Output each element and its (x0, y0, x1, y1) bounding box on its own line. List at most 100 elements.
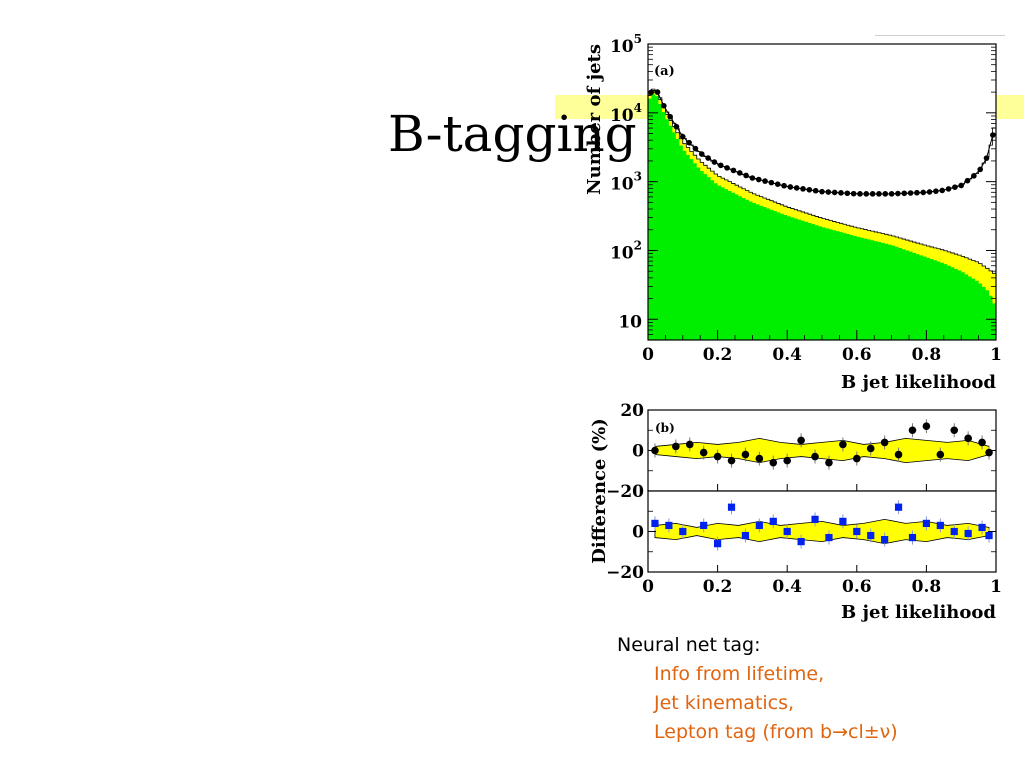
data-point (705, 155, 711, 161)
data-point (838, 190, 844, 196)
difference-point (964, 529, 972, 538)
difference-point (783, 527, 791, 536)
data-point (863, 191, 870, 197)
difference-point (825, 533, 833, 542)
difference-point (713, 452, 722, 461)
difference-point (978, 523, 986, 532)
data-point (857, 191, 863, 197)
data-point (717, 162, 724, 169)
data-point (983, 155, 990, 161)
data-point (762, 178, 768, 184)
difference-point (964, 434, 972, 443)
y-tick-label: 104 (610, 101, 642, 126)
data-point (787, 184, 794, 190)
notes-item-kinematics: Jet kinematics, (654, 692, 795, 714)
x-tick-label: 1 (990, 577, 1002, 597)
difference-point (894, 503, 903, 511)
data-point (781, 182, 787, 189)
data-point (990, 132, 996, 138)
x-tick-label: 0 (642, 577, 654, 597)
data-point (901, 190, 908, 197)
x-tick-label: 0 (642, 345, 654, 365)
y-tick-label: −20 (606, 482, 644, 502)
data-point (812, 187, 819, 194)
notes-heading: Neural net tag: (617, 634, 761, 656)
difference-point (853, 527, 861, 536)
y-tick-label: 20 (620, 401, 644, 421)
difference-point (908, 533, 917, 542)
x-tick-label: 0.8 (912, 345, 942, 365)
data-point (945, 186, 952, 192)
x-tick-label: 0.2 (703, 577, 733, 597)
data-point (971, 173, 977, 179)
x-tick-label: 1 (990, 345, 1002, 365)
data-point (692, 145, 699, 152)
difference-point (651, 519, 659, 527)
difference-point (811, 452, 819, 461)
data-point (711, 159, 718, 165)
x-tick-label: 0.2 (703, 345, 733, 365)
y-tick-label: 10 (618, 312, 642, 332)
y-axis-label: Number of jets (584, 44, 605, 195)
data-point (654, 89, 661, 95)
data-point (952, 184, 958, 190)
data-point (806, 186, 813, 193)
difference-point (866, 444, 875, 453)
data-point (673, 123, 680, 130)
data-point (736, 170, 743, 176)
data-point (907, 190, 914, 196)
difference-point (950, 426, 959, 435)
panel-b-plot: 200−200−20(b)0 0.2 0.4 0.6 0.8 1B jet likelih… (589, 401, 1002, 623)
y-tick-label: 103 (610, 170, 642, 195)
data-point (724, 165, 730, 171)
data-point (926, 189, 933, 195)
x-tick-label: 0.4 (772, 345, 802, 365)
difference-point (867, 531, 875, 540)
data-point (755, 176, 762, 183)
data-point (977, 166, 983, 173)
data-point (888, 191, 895, 197)
y-tick-label: 0 (632, 442, 644, 462)
notes-item-lifetime: Info from lifetime, (654, 663, 825, 685)
difference-point (769, 517, 777, 525)
difference-point (672, 442, 680, 451)
difference-point (985, 531, 993, 540)
difference-point (727, 456, 736, 465)
difference-point (985, 448, 993, 457)
data-point (825, 189, 832, 195)
x-tick-label: 0.6 (842, 577, 872, 597)
difference-point (853, 454, 861, 463)
difference-point (922, 519, 930, 527)
data-point (730, 167, 737, 174)
data-point (933, 188, 939, 194)
data-point (743, 172, 749, 179)
difference-point (811, 515, 819, 523)
data-point (895, 190, 901, 197)
data-point (844, 190, 851, 197)
panel-b-label: (b) (655, 421, 675, 435)
stack-uds-area (648, 94, 996, 341)
difference-point (936, 521, 944, 530)
difference-point (741, 531, 750, 540)
data-point (661, 102, 667, 109)
difference-point (922, 422, 931, 431)
data-point (914, 189, 920, 196)
difference-point (880, 438, 889, 447)
slide-title: B-tagging (388, 105, 637, 163)
data-point (882, 191, 889, 197)
difference-point (908, 426, 917, 435)
difference-point (839, 517, 847, 525)
difference-point (755, 454, 764, 463)
x-tick-label: 0.4 (772, 577, 802, 597)
data-point (869, 191, 876, 197)
y-axis-label: Difference (%) (589, 418, 610, 564)
difference-point (783, 456, 791, 465)
y-tick-label: 0 (632, 523, 644, 543)
difference-point (699, 448, 708, 457)
difference-point (894, 450, 903, 459)
data-point (667, 113, 673, 120)
data-point (876, 191, 882, 197)
difference-point (950, 527, 958, 536)
data-point (939, 187, 946, 194)
difference-point (936, 450, 945, 459)
